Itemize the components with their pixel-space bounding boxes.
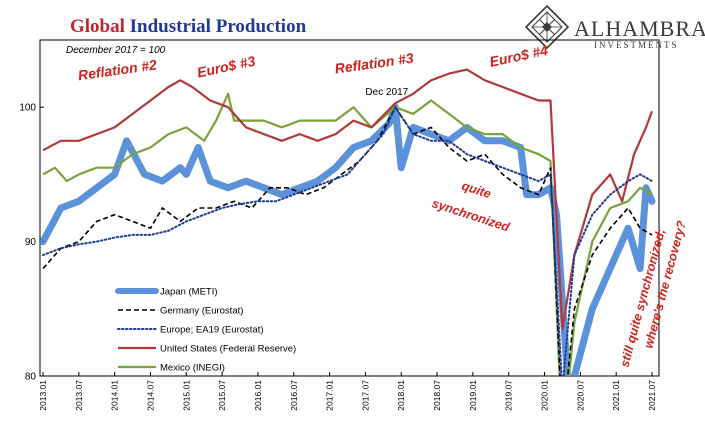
x-tick-label: 2014.07 xyxy=(145,380,155,411)
x-tick-label: 2016.07 xyxy=(289,380,299,411)
y-tick-label: 90 xyxy=(25,237,37,248)
chart-title: Global Industrial Production xyxy=(70,16,307,37)
annotation-2: Reflation #3 xyxy=(334,50,415,77)
x-axis: 2013.01 2013.07 2014.01 2014.07 2015.01 2015.… xyxy=(38,372,657,411)
y-tick-label: 100 xyxy=(19,103,36,114)
brand-sub: INVESTMENTS xyxy=(594,40,679,50)
annotation-1: Euro$ #3 xyxy=(196,53,257,81)
x-tick-label: 2013.01 xyxy=(38,380,48,411)
x-tick-label: 2015.01 xyxy=(181,380,191,411)
legend-label-3: United States (Federal Reserve) xyxy=(160,344,296,355)
legend: Japan (METI) Germany (Eurostat) Europe; EA… xyxy=(115,287,296,374)
series-layer xyxy=(40,68,656,376)
y-tick-label: 80 xyxy=(25,372,37,383)
diamond-lattice-icon xyxy=(524,4,570,50)
x-tick-label: 2014.01 xyxy=(110,380,120,411)
x-tick-label: 2019.07 xyxy=(504,380,514,411)
x-tick-label: 2017.01 xyxy=(325,380,335,411)
x-tick-label: 2020.01 xyxy=(540,380,550,411)
legend-label-0: Japan (METI) xyxy=(160,287,218,298)
brand-name: ALHAMBRA xyxy=(574,16,705,41)
x-tick-label: 2018.07 xyxy=(432,380,442,411)
x-tick-label: 2018.01 xyxy=(396,380,406,411)
series-line-1 xyxy=(42,105,653,376)
x-tick-label: 2019.01 xyxy=(468,380,478,411)
chart-subtitle: December 2017 = 100 xyxy=(66,45,166,56)
chart-title-accent: Global xyxy=(70,16,125,37)
x-tick-label: 2017.07 xyxy=(360,380,370,411)
plot-frame xyxy=(39,39,660,377)
x-tick-label: 2013.07 xyxy=(74,380,84,411)
legend-label-2: Europe; EA19 (Eurostat) xyxy=(160,325,264,336)
x-tick-label: 2021.01 xyxy=(611,380,621,411)
chart-title-rest: Industrial Production xyxy=(125,16,307,37)
annotation-0: Reflation #2 xyxy=(77,56,158,83)
x-tick-label: 2016.01 xyxy=(253,380,263,411)
x-tick-label: 2020.07 xyxy=(575,380,585,411)
annotation-3: Euro$ #4 xyxy=(488,42,549,70)
annotation-4: Dec 2017 xyxy=(365,87,408,98)
annotation-5: quite xyxy=(460,179,493,202)
x-tick-label: 2015.07 xyxy=(217,380,227,411)
x-tick-label: 2021.07 xyxy=(647,380,657,411)
annotation-6: synchronized xyxy=(430,196,511,234)
series-line-4 xyxy=(42,92,653,376)
legend-label-1: Germany (Eurostat) xyxy=(160,306,243,317)
brand-logo: ALHAMBRA INVESTMENTS xyxy=(524,4,705,50)
legend-label-4: Mexico (INEGI) xyxy=(160,363,225,374)
series-line-2 xyxy=(42,105,653,376)
annotations: Reflation #2 Euro$ #3 Reflation #3 Euro$ #4… xyxy=(77,42,689,369)
